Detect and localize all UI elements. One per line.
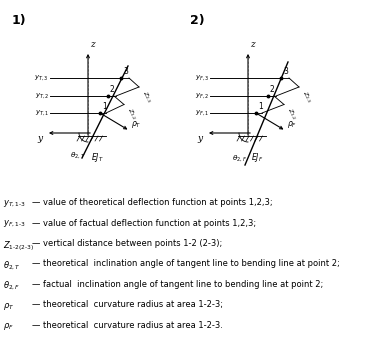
Text: $y_{F,3}$: $y_{F,3}$ [195, 73, 209, 82]
Text: 3: 3 [283, 67, 288, 76]
Text: z: z [90, 40, 95, 49]
Text: — value of theoretical deflection function at points 1,2,3;: — value of theoretical deflection functi… [32, 198, 273, 207]
Text: $y_{T,1\text{-}3}$: $y_{T,1\text{-}3}$ [3, 198, 26, 209]
Text: $y_{T,3}$: $y_{T,3}$ [34, 73, 49, 82]
Text: $\theta_{2,T}$: $\theta_{2,T}$ [70, 150, 86, 160]
Text: $y_{F,1\text{-}3}$: $y_{F,1\text{-}3}$ [3, 219, 26, 229]
Text: $\rho_F$: $\rho_F$ [3, 321, 14, 332]
Text: y: y [197, 134, 202, 143]
Text: 1: 1 [102, 102, 107, 111]
Text: $y_{T,1}$: $y_{T,1}$ [34, 109, 49, 118]
Text: — factual  inclination angle of tangent line to bending line at point 2;: — factual inclination angle of tangent l… [32, 280, 323, 289]
Text: 3: 3 [123, 67, 128, 76]
Text: 2: 2 [110, 85, 115, 94]
Text: z: z [250, 40, 255, 49]
Text: $\rho_F$: $\rho_F$ [287, 119, 297, 130]
Text: $\rho_T$: $\rho_T$ [3, 300, 14, 311]
Text: $EJ_F$: $EJ_F$ [251, 151, 263, 164]
Text: 2): 2) [190, 14, 205, 27]
Text: y: y [37, 134, 42, 143]
Text: $Z_{1\text{-}2}$: $Z_{1\text{-}2}$ [285, 107, 299, 122]
Text: $\theta_{2,F}$: $\theta_{2,F}$ [232, 153, 247, 163]
Text: $\theta_{2,T}$: $\theta_{2,T}$ [3, 260, 21, 272]
Text: $EJ_T$: $EJ_T$ [91, 151, 104, 164]
Text: 2: 2 [270, 85, 275, 94]
Text: $y_{F,1}$: $y_{F,1}$ [195, 109, 209, 118]
Text: $\theta_{2,F}$: $\theta_{2,F}$ [3, 280, 20, 292]
Text: $y_{F,2}$: $y_{F,2}$ [195, 91, 209, 100]
Text: $y_{T,2}$: $y_{T,2}$ [34, 91, 49, 100]
Text: $Z_{2\text{-}3}$: $Z_{2\text{-}3}$ [300, 89, 314, 105]
Text: $\rho_T$: $\rho_T$ [131, 119, 141, 130]
Text: — theoretical  inclination angle of tangent line to bending line at point 2;: — theoretical inclination angle of tange… [32, 260, 340, 268]
Text: — vertical distance between points 1-2 (2-3);: — vertical distance between points 1-2 (… [32, 239, 222, 248]
Text: $Z_{1\text{-}2(2\text{-}3)}$: $Z_{1\text{-}2(2\text{-}3)}$ [3, 239, 34, 253]
Text: — theoretical  curvature radius at area 1-2-3;: — theoretical curvature radius at area 1… [32, 300, 223, 310]
Text: 1): 1) [12, 14, 27, 27]
Text: — theoretical  curvature radius at area 1-2-3.: — theoretical curvature radius at area 1… [32, 321, 223, 330]
Text: — value of factual deflection function at points 1,2,3;: — value of factual deflection function a… [32, 219, 256, 228]
Text: $Z_{1\text{-}2}$: $Z_{1\text{-}2}$ [125, 107, 139, 122]
Text: 1: 1 [258, 102, 263, 111]
Text: $Z_{2\text{-}3}$: $Z_{2\text{-}3}$ [140, 89, 154, 105]
